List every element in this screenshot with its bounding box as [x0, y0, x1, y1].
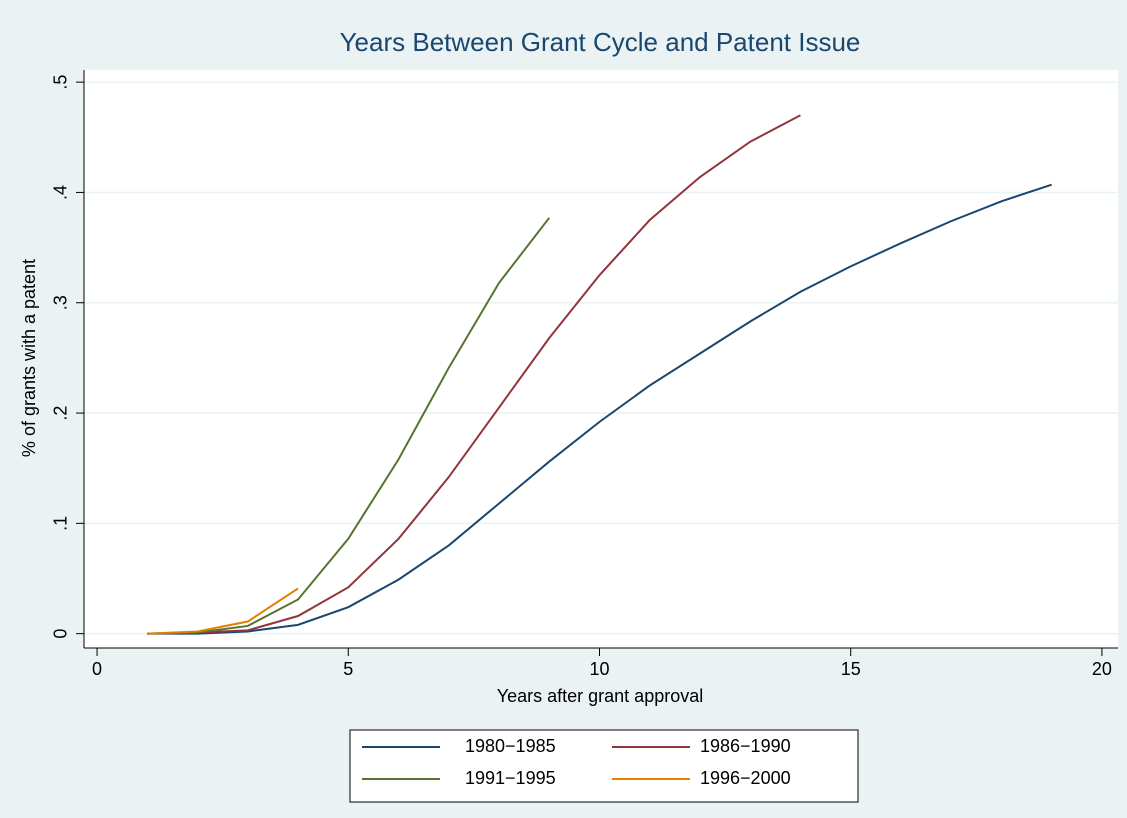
- y-tick-label: .3: [51, 295, 71, 310]
- plot-area: [84, 70, 1118, 648]
- y-tick-label: 0: [51, 629, 71, 639]
- series-line: [147, 217, 551, 635]
- series-line: [147, 183, 1052, 635]
- y-tick-label: .1: [51, 516, 71, 531]
- legend: [349, 729, 859, 803]
- x-tick-label: 20: [1092, 659, 1112, 679]
- legend-label: 1986−1990: [700, 736, 791, 756]
- legend-label: 1980−1985: [465, 736, 556, 756]
- x-tick-label: 15: [841, 659, 861, 679]
- x-tick-label: 10: [589, 659, 609, 679]
- y-tick-label: .5: [51, 75, 71, 90]
- y-tick-label: .4: [51, 185, 71, 200]
- y-tick-label: .2: [51, 406, 71, 421]
- legend-label: 1996−2000: [700, 768, 791, 788]
- chart-title: Years Between Grant Cycle and Patent Iss…: [340, 27, 861, 57]
- x-tick-label: 0: [92, 659, 102, 679]
- x-axis-title: Years after grant approval: [497, 686, 703, 706]
- y-axis-title: % of grants with a patent: [19, 259, 39, 457]
- x-tick-label: 5: [343, 659, 353, 679]
- series-line: [147, 114, 801, 635]
- series-line: [147, 587, 299, 635]
- legend-label: 1991−1995: [465, 768, 556, 788]
